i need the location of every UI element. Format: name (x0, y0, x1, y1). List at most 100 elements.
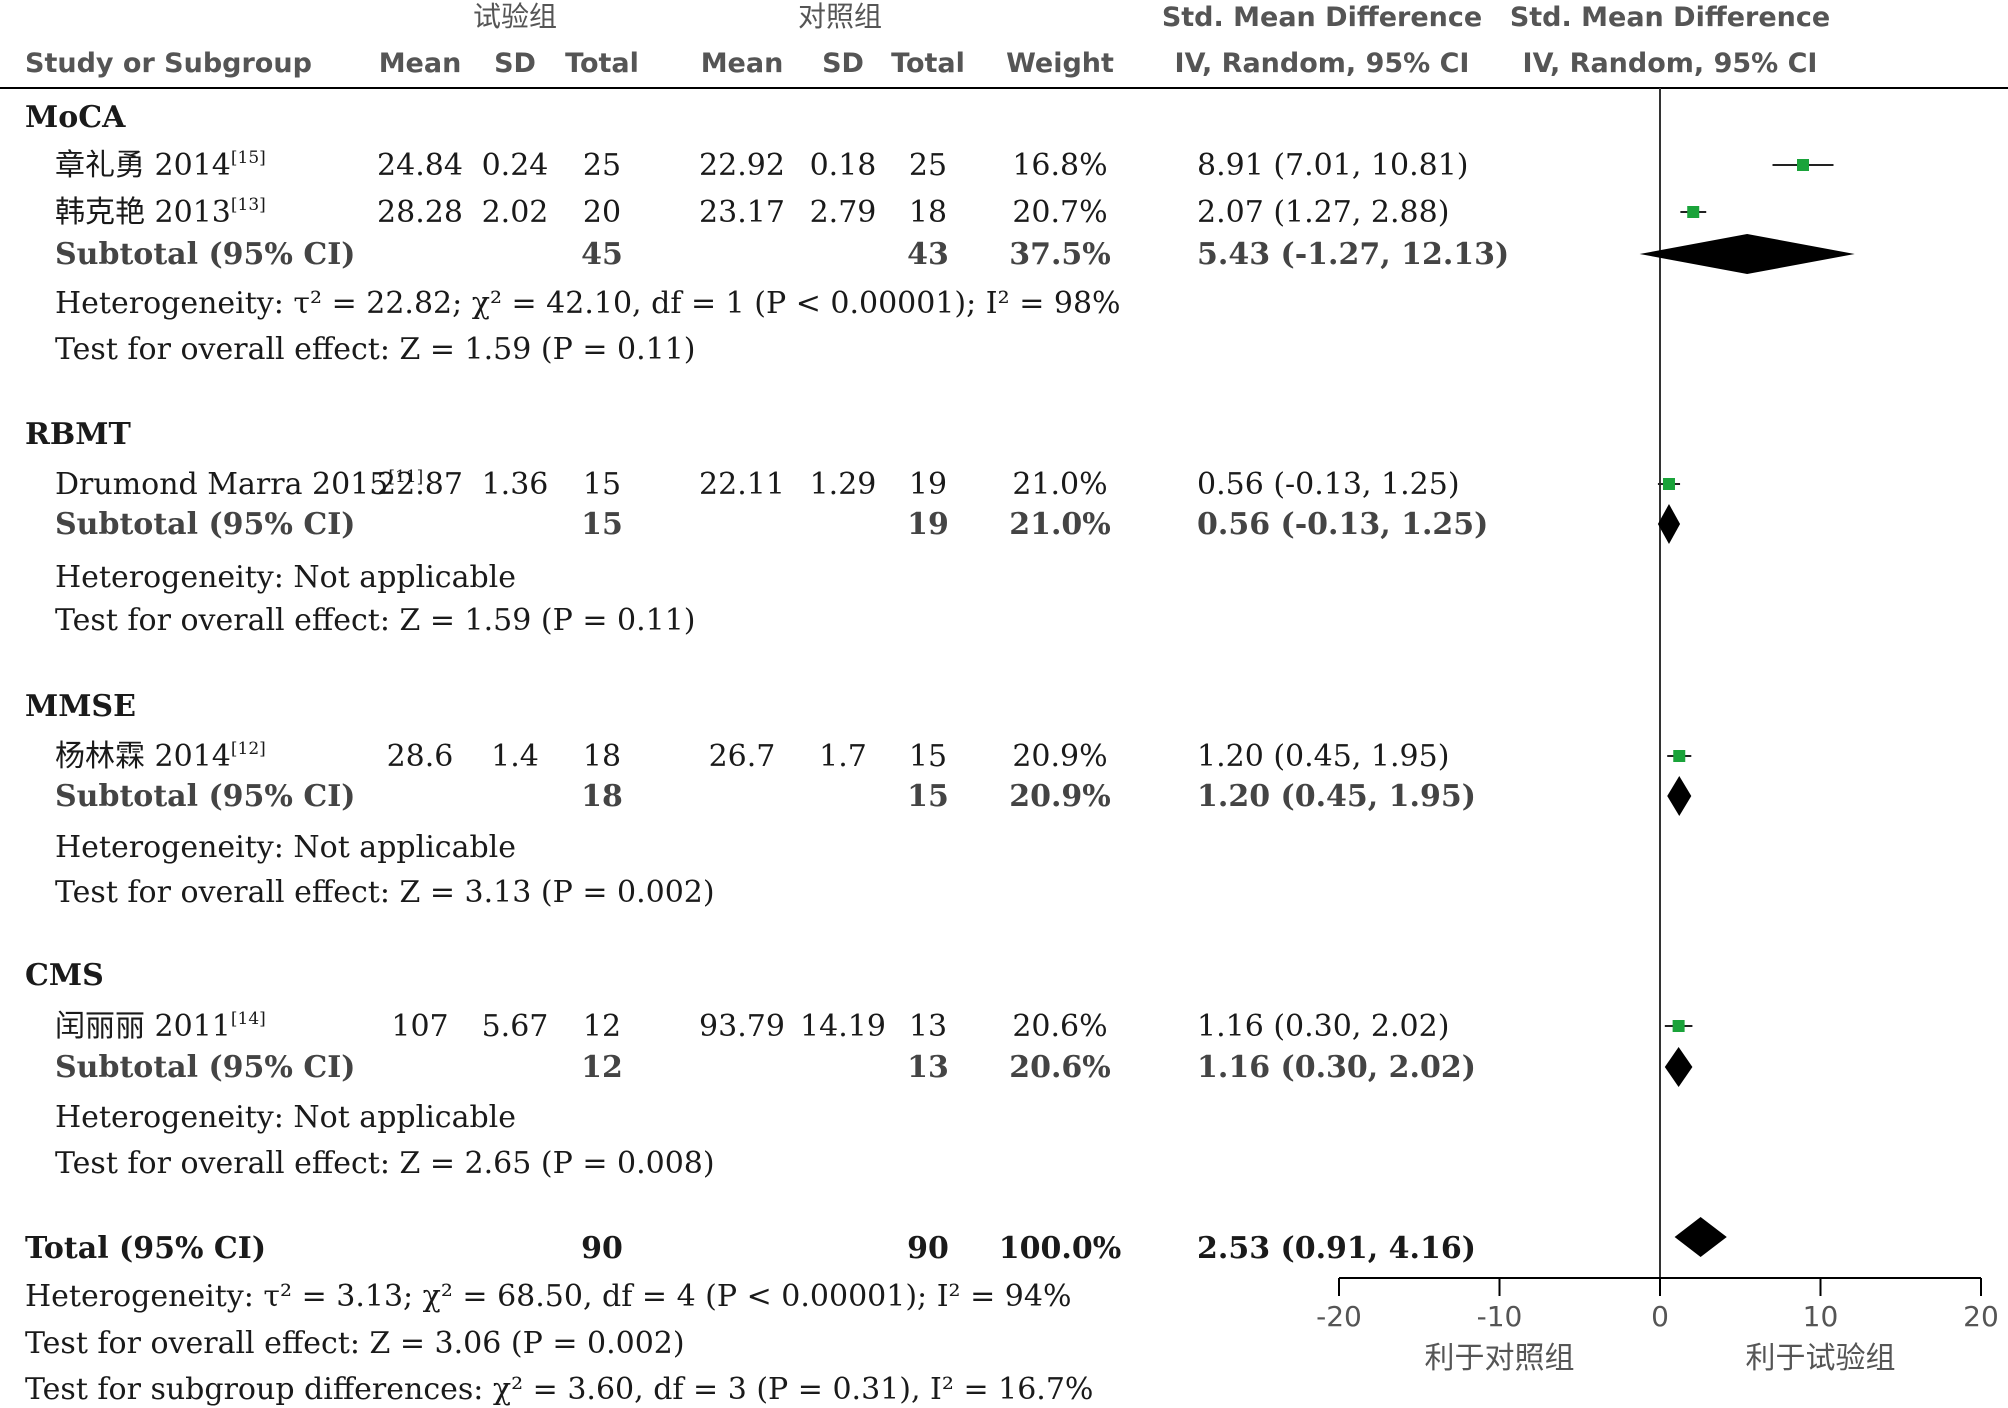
subtotal-ctl-total: 43 (907, 237, 949, 272)
column-header-ctl-sd: SD (822, 48, 864, 79)
overall-effect-text: Test for overall effect: Z = 1.59 (P = 0… (55, 332, 696, 367)
effect-ci: 8.91 (7.01, 10.81) (1197, 148, 1469, 183)
exp-sd: 1.36 (482, 467, 549, 502)
column-header-effect-title: Std. Mean Difference (1162, 2, 1482, 33)
subtotal-weight: 20.9% (1009, 779, 1111, 814)
ctl-sd: 1.7 (819, 739, 867, 774)
subgroup-title: CMS (25, 958, 104, 993)
study-name: 韩克艳 2013[13] (55, 195, 266, 230)
column-header-exp-total: Total (565, 48, 639, 79)
subtotal-effect-ci: 0.56 (-0.13, 1.25) (1197, 507, 1488, 542)
ctl-mean: 22.11 (699, 467, 785, 502)
total-weight: 100.0% (999, 1231, 1121, 1266)
subtotal-diamond (1664, 1047, 1693, 1087)
subtotal-weight: 20.6% (1009, 1050, 1111, 1085)
ctl-mean: 93.79 (699, 1009, 785, 1044)
weight: 20.9% (1012, 739, 1107, 774)
ctl-sd: 2.79 (810, 195, 877, 230)
point-estimate-marker (1687, 206, 1700, 218)
weight: 21.0% (1012, 467, 1107, 502)
subtotal-exp-total: 45 (581, 237, 623, 272)
point-estimate-marker (1673, 750, 1686, 762)
exp-sd: 5.67 (482, 1009, 549, 1044)
study-name: Drumond Marra 2015[11] (55, 467, 423, 502)
effect-ci: 0.56 (-0.13, 1.25) (1197, 467, 1460, 502)
point-estimate-marker (1672, 1020, 1685, 1032)
effect-ci: 1.16 (0.30, 2.02) (1197, 1009, 1449, 1044)
subgroup-title: RBMT (25, 417, 131, 452)
exp-mean: 28.28 (377, 195, 463, 230)
subtotal-effect-ci: 5.43 (-1.27, 12.13) (1197, 237, 1509, 272)
x-tick-label: -10 (1477, 1300, 1523, 1333)
exp-mean: 28.6 (387, 739, 454, 774)
subtotal-diamond (1657, 504, 1681, 544)
ctl-total: 15 (909, 739, 947, 774)
heterogeneity-text: Heterogeneity: τ² = 22.82; χ² = 42.10, d… (55, 286, 1121, 321)
favours-experimental-label: 利于试验组 (1746, 1341, 1896, 1376)
x-tick-label: 20 (1963, 1300, 1999, 1333)
subtotal-label: Subtotal (95% CI) (55, 779, 355, 814)
total-diamond (1674, 1217, 1727, 1257)
exp-total: 25 (583, 148, 621, 183)
ctl-sd: 1.29 (810, 467, 877, 502)
subtotal-effect-ci: 1.16 (0.30, 2.02) (1197, 1050, 1476, 1085)
point-estimate-marker (1797, 159, 1810, 171)
heterogeneity-text: Heterogeneity: Not applicable (55, 560, 516, 595)
footer-text: Heterogeneity: τ² = 3.13; χ² = 68.50, df… (25, 1279, 1071, 1314)
weight: 20.7% (1012, 195, 1107, 230)
exp-sd: 2.02 (482, 195, 549, 230)
study-name: 杨林霖 2014[12] (55, 739, 266, 774)
ctl-sd: 14.19 (800, 1009, 886, 1044)
total-label: Total (95% CI) (25, 1231, 266, 1266)
subtotal-label: Subtotal (95% CI) (55, 507, 355, 542)
total-ctl-total: 90 (907, 1231, 949, 1266)
overall-effect-text: Test for overall effect: Z = 3.13 (P = 0… (55, 875, 715, 910)
ctl-sd: 0.18 (810, 148, 877, 183)
control-group-header: 对照组 (798, 0, 882, 33)
subtotal-diamond (1639, 234, 1855, 274)
column-header-exp-sd: SD (494, 48, 536, 79)
favours-control-label: 利于对照组 (1425, 1341, 1575, 1376)
exp-mean: 24.84 (377, 148, 463, 183)
subtotal-ctl-total: 13 (907, 1050, 949, 1085)
subtotal-diamond (1667, 776, 1692, 816)
ctl-total: 19 (909, 467, 947, 502)
subtotal-exp-total: 15 (581, 507, 623, 542)
exp-total: 18 (583, 739, 621, 774)
x-tick-label: 10 (1803, 1300, 1839, 1333)
ctl-mean: 23.17 (699, 195, 785, 230)
subtotal-weight: 21.0% (1009, 507, 1111, 542)
subtotal-label: Subtotal (95% CI) (55, 237, 355, 272)
point-estimate-marker (1662, 478, 1675, 490)
weight: 20.6% (1012, 1009, 1107, 1044)
effect-ci: 1.20 (0.45, 1.95) (1197, 739, 1449, 774)
exp-mean: 22.87 (377, 467, 463, 502)
ctl-total: 13 (909, 1009, 947, 1044)
total-exp-total: 90 (581, 1231, 623, 1266)
ctl-mean: 22.92 (699, 148, 785, 183)
effect-ci: 2.07 (1.27, 2.88) (1197, 195, 1449, 230)
exp-sd: 0.24 (482, 148, 549, 183)
subtotal-label: Subtotal (95% CI) (55, 1050, 355, 1085)
weight: 16.8% (1012, 148, 1107, 183)
subgroup-title: MoCA (25, 100, 126, 135)
study-name: 闰丽丽 2011[14] (55, 1009, 266, 1044)
heterogeneity-text: Heterogeneity: Not applicable (55, 830, 516, 865)
exp-total: 20 (583, 195, 621, 230)
plot-header-effect-method: IV, Random, 95% CI (1523, 48, 1818, 79)
total-effect-ci: 2.53 (0.91, 4.16) (1197, 1231, 1476, 1266)
footer-text: Test for overall effect: Z = 3.06 (P = 0… (25, 1326, 685, 1361)
column-header-ctl-mean: Mean (701, 48, 784, 79)
experimental-group-header: 试验组 (473, 0, 557, 33)
column-header-ctl-total: Total (891, 48, 965, 79)
column-header-effect-method: IV, Random, 95% CI (1175, 48, 1470, 79)
heterogeneity-text: Heterogeneity: Not applicable (55, 1100, 516, 1135)
x-tick-label: -20 (1316, 1300, 1362, 1333)
subtotal-exp-total: 18 (581, 779, 623, 814)
subgroup-title: MMSE (25, 689, 136, 724)
subtotal-exp-total: 12 (581, 1050, 623, 1085)
ctl-mean: 26.7 (709, 739, 776, 774)
exp-mean: 107 (391, 1009, 448, 1044)
